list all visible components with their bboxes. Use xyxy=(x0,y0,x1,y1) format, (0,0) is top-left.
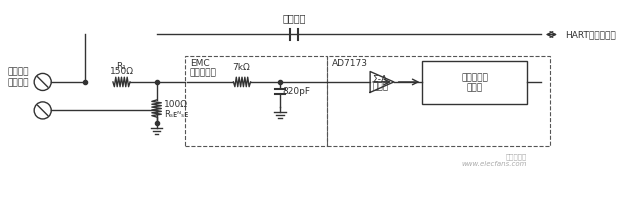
Text: HART调制解调器: HART调制解调器 xyxy=(565,30,616,39)
Text: EMC: EMC xyxy=(190,59,210,68)
Bar xyxy=(185,56,328,146)
Text: R₁: R₁ xyxy=(117,61,127,71)
Text: AD7173: AD7173 xyxy=(332,59,368,68)
Text: 电子发烧友
www.elecfans.com: 电子发烧友 www.elecfans.com xyxy=(461,154,527,167)
Text: Rₛᴇᴺₛᴇ: Rₛᴇᴺₛᴇ xyxy=(164,110,188,119)
Bar xyxy=(422,61,527,104)
Text: 滤波器: 滤波器 xyxy=(467,83,483,92)
Text: 可编程数字: 可编程数字 xyxy=(461,74,488,83)
Text: 820pF: 820pF xyxy=(283,87,311,96)
Text: 调制器: 调制器 xyxy=(372,82,388,91)
Text: 交流耦合: 交流耦合 xyxy=(282,13,306,23)
Text: 100Ω: 100Ω xyxy=(164,100,188,109)
Text: 7kΩ: 7kΩ xyxy=(232,63,250,72)
Bar xyxy=(328,56,551,146)
Text: 电流输入
系统终端: 电流输入 系统终端 xyxy=(7,67,29,87)
Text: 低通滤波器: 低通滤波器 xyxy=(190,69,217,78)
Text: 150Ω: 150Ω xyxy=(109,67,133,76)
Text: Σ-Δ: Σ-Δ xyxy=(373,75,387,84)
